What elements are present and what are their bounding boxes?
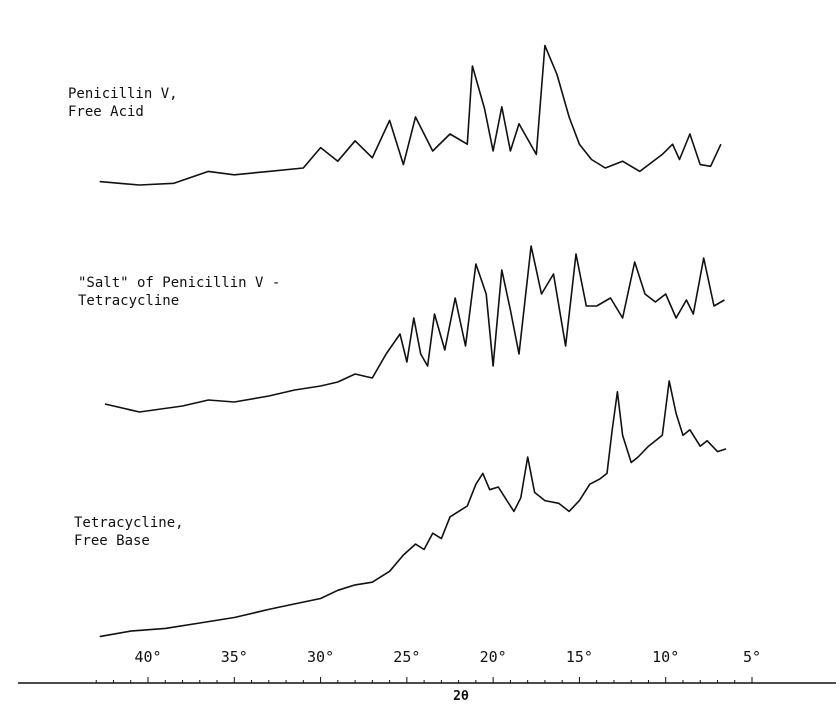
x-tick-label: 10° bbox=[652, 648, 679, 666]
x-tick-label: 15° bbox=[566, 648, 593, 666]
x-tick-label: 30° bbox=[307, 648, 334, 666]
x-axis: 40° 35° 30° 25° 20° 15° 10° 5° 2θ bbox=[18, 648, 836, 704]
trace-label-line: Free Acid bbox=[68, 104, 144, 120]
diffraction-traces bbox=[99, 44, 727, 638]
x-axis-tick-labels: 40° 35° 30° 25° 20° 15° 10° 5° bbox=[134, 648, 761, 666]
trace-line-3 bbox=[99, 380, 727, 638]
x-tick-label: 25° bbox=[393, 648, 420, 666]
trace-labels: Penicillin V, Free Acid "Salt" of Penicill… bbox=[68, 86, 280, 549]
x-tick-label: 5° bbox=[743, 648, 761, 666]
trace-label-line: Free Base bbox=[74, 533, 150, 549]
trace-label-2: "Salt" of Penicillin V - Tetracycline bbox=[78, 275, 280, 309]
x-tick-label: 40° bbox=[134, 648, 161, 666]
trace-label-3: Tetracycline, Free Base bbox=[74, 515, 184, 549]
trace-label-line: Penicillin V, bbox=[68, 86, 178, 102]
trace-line-2 bbox=[104, 245, 725, 413]
x-axis-title: 2θ bbox=[453, 689, 469, 704]
trace-label-line: Tetracycline bbox=[78, 293, 179, 309]
trace-label-line: Tetracycline, bbox=[74, 515, 184, 531]
x-tick-label: 35° bbox=[221, 648, 248, 666]
trace-label-line: "Salt" of Penicillin V - bbox=[78, 275, 280, 291]
x-axis-ticks bbox=[95, 677, 753, 683]
trace-label-1: Penicillin V, Free Acid bbox=[68, 86, 178, 120]
x-tick-label: 20° bbox=[480, 648, 507, 666]
trace-line-1 bbox=[99, 44, 722, 186]
